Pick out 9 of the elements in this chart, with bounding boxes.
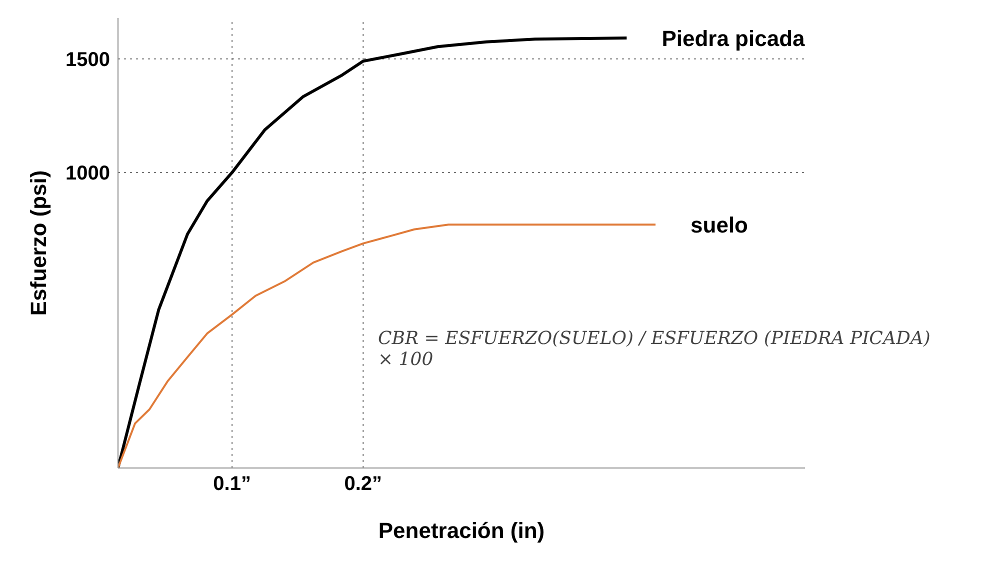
series-label: suelo (690, 212, 748, 238)
x-tick-label: 0.1” (213, 473, 251, 496)
annotation: CBR = ESFUERZO(SUELO) / ESFUERZO (PIEDRA PICADA) × 100 (378, 328, 932, 370)
y-tick-label: 1500 (66, 49, 110, 72)
x-tick-label: 0.2” (344, 473, 382, 496)
x-axis-title: Penetración (in) (378, 518, 545, 543)
y-axis-title: Esfuerzo (psi) (26, 170, 51, 316)
y-tick-label: 1000 (66, 162, 110, 185)
series-label: Piedra picada (662, 26, 806, 51)
